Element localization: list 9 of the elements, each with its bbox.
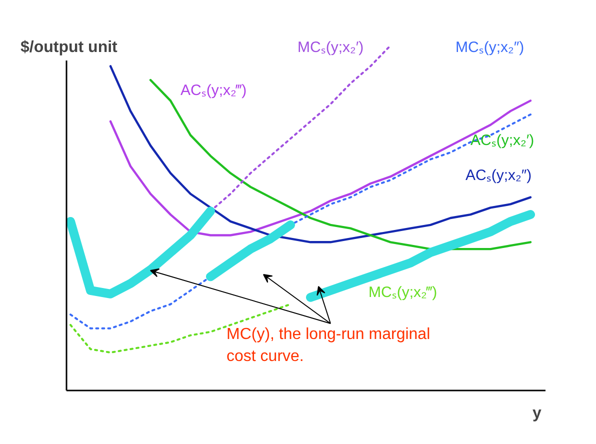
text: ACₛ(y;x₂′)	[470, 132, 534, 149]
series-label: ACₛ(y;x₂″)	[466, 167, 532, 184]
x-axis-title: y	[532, 405, 542, 422]
text: ACₛ(y;x₂‴)	[180, 82, 247, 99]
series-label: MCₛ(y;x₂′)	[298, 39, 364, 56]
text: MCₛ(y;x₂″)	[456, 39, 524, 56]
y-axis-title: $/output unit	[20, 39, 118, 56]
text: MCₛ(y;x₂‴)	[368, 284, 438, 301]
annotation: MC(y), the long-run marginal cost curve.	[226, 326, 430, 365]
